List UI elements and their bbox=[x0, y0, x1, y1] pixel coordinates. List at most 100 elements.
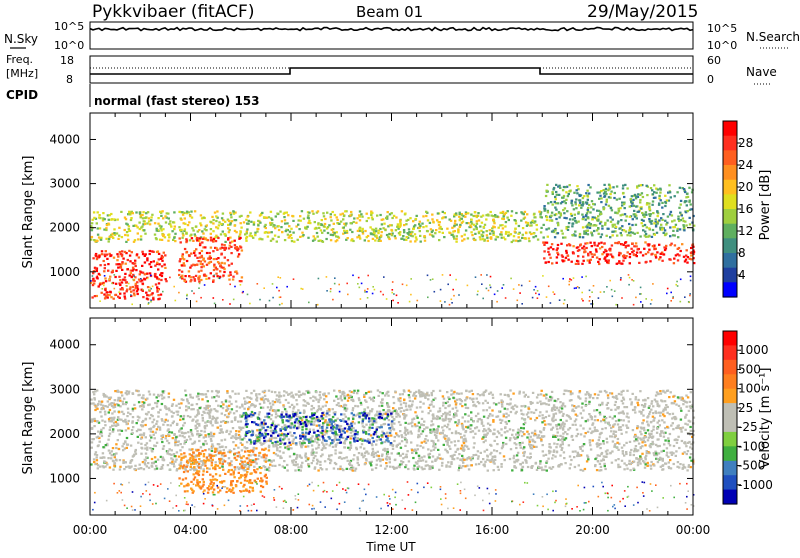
scatter-cell bbox=[561, 230, 563, 232]
scatter-cell bbox=[563, 200, 565, 202]
scatter-cell bbox=[218, 224, 220, 226]
scatter-cell bbox=[564, 236, 566, 238]
scatter-cell bbox=[214, 303, 216, 305]
scatter-cell bbox=[171, 449, 173, 451]
scatter-cell bbox=[104, 424, 106, 426]
scatter-cell bbox=[155, 237, 157, 239]
scatter-cell bbox=[159, 409, 161, 411]
scatter-cell bbox=[119, 251, 121, 253]
scatter-cell bbox=[192, 264, 194, 266]
scatter-cell bbox=[424, 240, 426, 242]
scatter-cell bbox=[654, 234, 656, 236]
scatter-cell bbox=[571, 279, 573, 281]
scatter-cell bbox=[574, 231, 576, 233]
colorbar-tick-label: 12 bbox=[738, 224, 753, 238]
scatter-cell bbox=[540, 227, 542, 229]
scatter-cell bbox=[412, 220, 414, 222]
scatter-cell bbox=[635, 195, 637, 197]
scatter-cell bbox=[188, 221, 190, 223]
scatter-cell bbox=[642, 229, 644, 231]
scatter-cell bbox=[393, 215, 395, 217]
scatter-cell bbox=[258, 413, 260, 415]
scatter-cell bbox=[252, 237, 254, 239]
scatter-cell bbox=[576, 260, 578, 262]
scatter-cell bbox=[315, 227, 317, 229]
scatter-cell bbox=[181, 237, 183, 239]
scatter-cell bbox=[434, 291, 436, 293]
scatter-cell bbox=[236, 272, 238, 274]
scatter-cell bbox=[534, 216, 536, 218]
scatter-cell bbox=[679, 463, 681, 465]
scatter-cell bbox=[632, 468, 634, 470]
scatter-cell bbox=[557, 202, 559, 204]
scatter-cell bbox=[597, 215, 599, 217]
scatter-cell bbox=[623, 229, 625, 231]
scatter-cell bbox=[418, 465, 420, 467]
scatter-cell bbox=[369, 462, 371, 464]
scatter-cell bbox=[144, 233, 146, 235]
scatter-cell bbox=[545, 190, 547, 192]
scatter-cell bbox=[502, 211, 504, 213]
scatter-cell bbox=[139, 273, 141, 275]
scatter-cell bbox=[554, 207, 556, 209]
scatter-cell bbox=[165, 221, 167, 223]
scatter-cell bbox=[91, 427, 93, 429]
scatter-cell bbox=[307, 214, 309, 216]
scatter-cell bbox=[138, 256, 140, 258]
scatter-cell bbox=[293, 278, 295, 280]
scatter-cell bbox=[148, 302, 150, 304]
scatter-cell bbox=[307, 403, 309, 405]
scatter-cell bbox=[190, 429, 192, 431]
scatter-cell bbox=[223, 233, 225, 235]
scatter-cell bbox=[198, 271, 200, 273]
scatter-cell bbox=[346, 283, 348, 285]
scatter-cell bbox=[148, 289, 150, 291]
scatter-cell bbox=[470, 231, 472, 233]
scatter-cell bbox=[101, 435, 103, 437]
scatter-cell bbox=[129, 255, 131, 257]
scatter-cell bbox=[664, 229, 666, 231]
scatter-cell bbox=[357, 390, 359, 392]
scatter-cell bbox=[404, 445, 406, 447]
scatter-cell bbox=[133, 292, 135, 294]
scatter-cell bbox=[630, 403, 632, 405]
scatter-cell bbox=[239, 233, 241, 235]
scatter-cell bbox=[624, 213, 626, 215]
scatter-cell bbox=[672, 413, 674, 415]
scatter-cell bbox=[103, 260, 105, 262]
scatter-cell bbox=[117, 416, 119, 418]
scatter-cell bbox=[285, 230, 287, 232]
nsky-label: N.Sky bbox=[4, 32, 38, 46]
scatter-cell bbox=[174, 455, 176, 457]
scatter-cell bbox=[235, 400, 237, 402]
beam-title: Beam 01 bbox=[356, 3, 423, 21]
scatter-cell bbox=[172, 221, 174, 223]
scatter-cell bbox=[585, 400, 587, 402]
scatter-cell bbox=[145, 292, 147, 294]
scatter-cell bbox=[506, 430, 508, 432]
scatter-cell bbox=[645, 253, 647, 255]
scatter-cell bbox=[632, 429, 634, 431]
scatter-cell bbox=[174, 444, 176, 446]
scatter-cell bbox=[202, 462, 204, 464]
scatter-cell bbox=[238, 253, 240, 255]
scatter-cell bbox=[425, 225, 427, 227]
scatter-cell bbox=[212, 222, 214, 224]
scatter-cell bbox=[429, 429, 431, 431]
scatter-cell bbox=[225, 400, 227, 402]
scatter-cell bbox=[223, 244, 225, 246]
scatter-cell bbox=[290, 237, 292, 239]
colorbar-tick-label: 24 bbox=[738, 158, 753, 172]
scatter-cell bbox=[438, 224, 440, 226]
scatter-cell bbox=[146, 273, 148, 275]
scatter-cell bbox=[660, 393, 662, 395]
scatter-cell bbox=[404, 437, 406, 439]
scatter-cell bbox=[271, 219, 273, 221]
scatter-cell bbox=[126, 231, 128, 233]
power-y-axis-label: Slant Range [km] bbox=[21, 156, 36, 269]
scatter-cell bbox=[633, 304, 635, 306]
scatter-cell bbox=[280, 226, 282, 228]
scatter-cell bbox=[510, 398, 512, 400]
scatter-cell bbox=[210, 440, 212, 442]
scatter-cell bbox=[471, 456, 473, 458]
